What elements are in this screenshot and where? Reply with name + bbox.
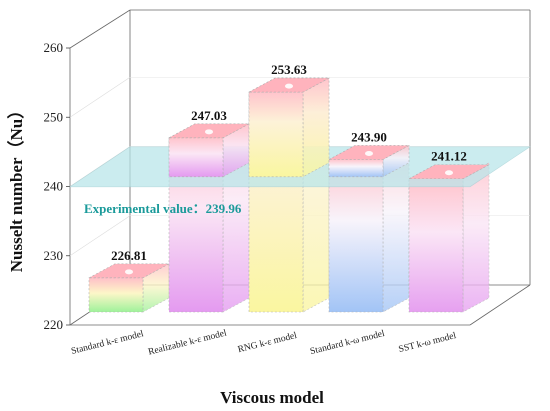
x-tick-label: SST k-ω model (398, 331, 458, 355)
y-tick-label: 230 (44, 248, 64, 263)
y-axis-label: Nusselt number（Nu） (6, 102, 26, 273)
bar-highlight-upper (445, 170, 453, 176)
x-tick-label: Standard k-ε model (70, 329, 145, 357)
x-tick-label: Standard k-ω model (309, 329, 386, 357)
experimental-value-label: Experimental value：239.96 (84, 201, 242, 216)
value-label: 241.12 (431, 149, 467, 164)
bar (88, 277, 144, 313)
y-tick-label: 240 (44, 179, 64, 194)
value-label: 243.90 (351, 129, 387, 144)
x-axis-label: Viscous model (220, 388, 324, 407)
bar-highlight-upper (285, 83, 293, 89)
left-top-edge (69, 9, 131, 49)
bar-side-upper (382, 144, 410, 178)
bar-highlight-upper (205, 129, 213, 135)
bar-upper (248, 91, 304, 178)
value-label: 253.63 (271, 62, 307, 77)
experimental-plane (69, 77, 531, 188)
right-bottom-edge (469, 284, 531, 326)
grid-line-side (69, 215, 131, 256)
x-tick-label: Realizable k-ε model (147, 328, 228, 357)
grid-line-side (69, 77, 131, 118)
bar (408, 178, 464, 313)
value-label: 247.03 (191, 108, 227, 123)
value-label: 226.81 (111, 248, 147, 263)
value-labels: 226.81 247.03 253.63 243.90 241.12 (111, 62, 467, 263)
y-tick-label: 260 (44, 40, 64, 55)
bar-upper (328, 159, 384, 178)
y-tick-labels: 220 230 240 250 260 (44, 40, 70, 332)
bar-highlight-upper (365, 150, 373, 156)
x-tick-labels: Standard k-ε model Realizable k-ε model RN… (70, 328, 457, 357)
bar-side (382, 144, 410, 313)
bar-highlight (125, 269, 133, 275)
bar-upper (168, 137, 224, 178)
x-tick-label: RNG k-ε model (237, 331, 298, 355)
y-tick-label: 220 (44, 317, 64, 332)
bar-side-upper (302, 77, 330, 178)
y-tick-label: 250 (44, 109, 64, 124)
